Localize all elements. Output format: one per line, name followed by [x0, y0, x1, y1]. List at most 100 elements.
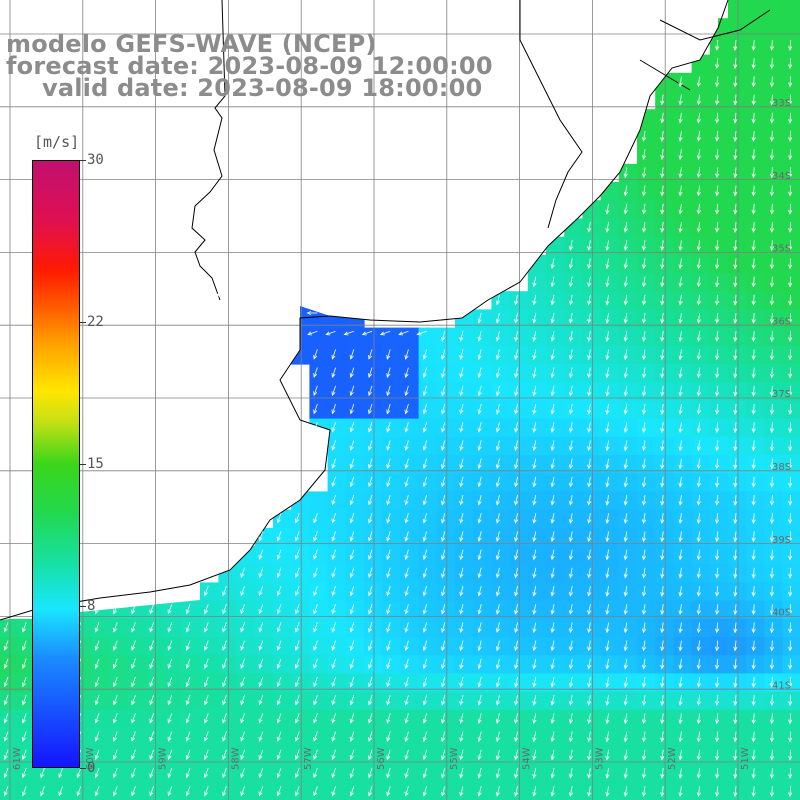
wind-arrow [276, 622, 282, 633]
wind-arrow [751, 39, 756, 51]
wind-speed-cell [309, 309, 329, 329]
wind-arrow [641, 513, 647, 524]
wind-speed-cell [582, 618, 602, 638]
wind-arrow [368, 731, 373, 742]
wind-speed-cell [436, 436, 456, 456]
wind-arrow [623, 622, 628, 634]
wind-speed-cell [564, 418, 583, 438]
wind-arrow [386, 349, 391, 360]
wind-speed-cell [309, 691, 329, 711]
wind-arrow [660, 513, 665, 525]
wind-arrow [788, 676, 793, 688]
wind-arrow [459, 713, 464, 724]
wind-arrow [131, 695, 136, 706]
wind-speed-cell [673, 746, 693, 765]
wind-arrow [149, 622, 154, 633]
wind-arrow [733, 695, 738, 707]
wind-speed-cell [345, 327, 365, 347]
wind-arrow [94, 658, 100, 670]
wind-arrow [459, 513, 464, 524]
wind-arrow [715, 567, 720, 579]
wind-arrow [113, 604, 118, 615]
wind-arrow [3, 749, 9, 761]
wind-arrow [641, 531, 647, 543]
wind-speed-cell [655, 782, 674, 800]
wind-speed-cell [0, 637, 19, 656]
wind-speed-cell [582, 709, 602, 729]
wind-arrow [623, 676, 628, 688]
wind-speed-cell [582, 327, 602, 347]
wind-speed-cell [582, 364, 602, 383]
wind-arrow [550, 749, 555, 761]
wind-arrow [769, 640, 775, 652]
wind-speed-cell [655, 491, 674, 511]
wind-arrow [733, 312, 738, 324]
wind-arrow [477, 585, 482, 597]
wind-arrow [623, 713, 628, 725]
wind-arrow [459, 749, 464, 761]
wind-arrow [532, 531, 537, 543]
wind-arrow [769, 312, 775, 324]
wind-speed-cell [291, 618, 310, 638]
wind-arrow [149, 731, 154, 742]
wind-speed-cell [455, 418, 474, 438]
wind-speed-cell [728, 455, 747, 474]
wind-speed-cell [345, 527, 365, 547]
wind-arrow [587, 695, 592, 706]
wind-speed-cell [527, 436, 547, 456]
wind-arrow [386, 585, 391, 597]
wind-speed-cell [546, 436, 565, 456]
wind-arrow [550, 531, 555, 543]
wind-arrow [94, 640, 100, 651]
wind-speed-cell [546, 418, 565, 438]
wind-arrow [295, 767, 300, 779]
wind-arrow [751, 676, 756, 688]
wind-speed-cell [600, 382, 620, 401]
wind-arrow [605, 786, 610, 798]
wind-speed-cell [200, 764, 219, 784]
wind-speed-cell [546, 400, 565, 420]
wind-speed-cell [291, 582, 310, 602]
wind-arrow [258, 640, 264, 651]
wind-arrow [678, 749, 683, 761]
wind-speed-cell [364, 491, 383, 511]
wind-arrow [251, 310, 263, 316]
wind-speed-cell [455, 509, 474, 529]
wind-arrow [441, 385, 446, 397]
wind-speed-cell [509, 309, 529, 329]
wind-arrow [788, 385, 793, 397]
wind-arrow [404, 549, 409, 561]
wind-speed-cell [655, 364, 674, 383]
wind-speed-cell [309, 582, 329, 602]
wind-arrow [441, 422, 446, 433]
wind-speed-cell [291, 746, 310, 765]
wind-speed-cell [746, 618, 765, 638]
wind-speed-cell [673, 182, 693, 201]
wind-speed-cell [345, 655, 365, 674]
wind-arrow [368, 604, 373, 615]
wind-arrow [568, 695, 574, 706]
wind-speed-cell [309, 618, 329, 638]
wind-arrow [696, 676, 701, 688]
wind-arrow [788, 240, 793, 252]
wind-arrow [733, 567, 738, 579]
wind-arrow [295, 513, 300, 524]
wind-speed-cell [364, 327, 383, 347]
wind-speed-cell [400, 728, 420, 747]
wind-arrow [459, 422, 464, 433]
wind-speed-cell [400, 491, 420, 511]
wind-speed-cell [400, 364, 420, 383]
wind-speed-cell [127, 709, 147, 729]
wind-speed-cell [746, 54, 765, 74]
wind-speed-cell [564, 509, 583, 529]
wind-arrow [769, 767, 775, 779]
wind-arrow [532, 622, 537, 634]
wind-arrow [514, 403, 519, 415]
wind-speed-cell [691, 145, 711, 165]
wind-arrow [678, 786, 683, 798]
wind-speed-cell [54, 764, 74, 784]
wind-arrow [751, 640, 756, 652]
wind-arrow [568, 658, 574, 670]
wind-arrow [113, 658, 118, 670]
